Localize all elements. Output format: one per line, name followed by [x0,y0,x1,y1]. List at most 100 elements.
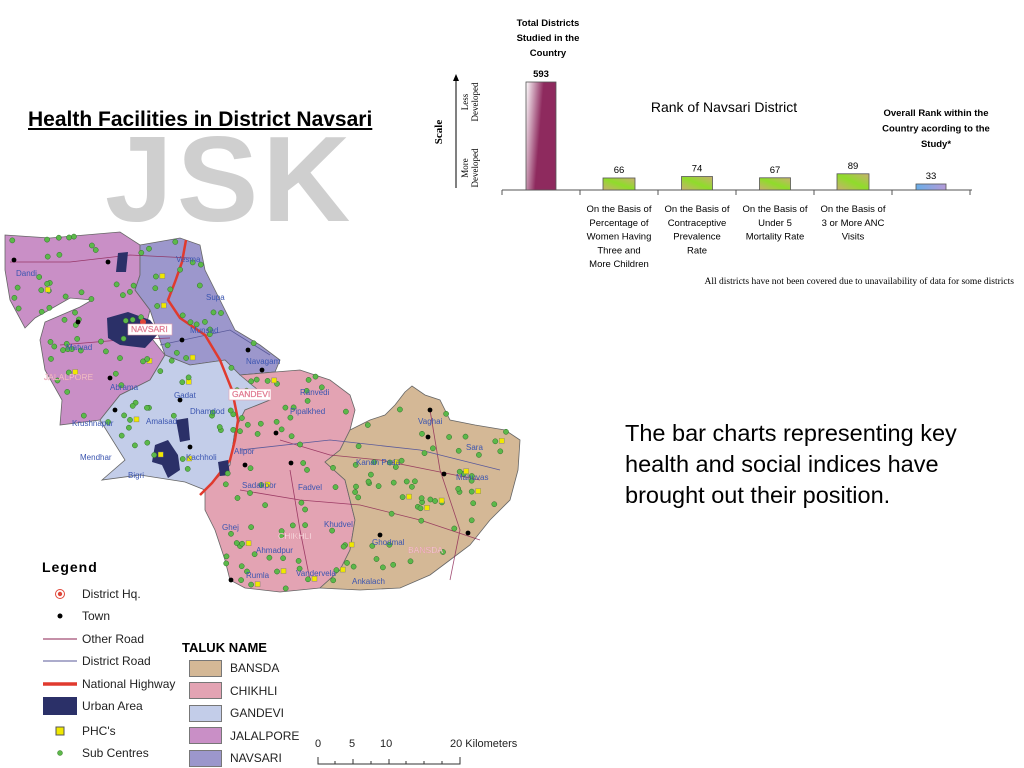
taluk-label-jalalpore: JALALPORE [44,372,93,382]
bar-value-label: 74 [692,164,703,175]
arrow-up-icon [453,74,459,81]
scale-tick-label: 0 [315,738,322,750]
phc-square-icon [254,581,261,587]
taluk-label-chikhli: CHIKHLI [278,531,312,541]
sub-centre-dot-icon [61,316,68,323]
town-dot-icon [177,397,183,403]
sub-centre-dot-icon [273,418,280,425]
sub-centre-dot-icon [387,459,393,466]
sub-centre-dot-icon [253,376,260,383]
sub-centre-dot-icon [14,284,21,291]
sub-centre-dot-icon [419,430,425,437]
sub-centre-dot-icon [170,412,177,419]
town-dot-icon [425,434,431,440]
sub-centre-dot-icon [77,347,84,354]
sub-centre-dot-icon [440,549,446,555]
jsk-watermark: JSK [105,111,355,247]
phc-square-icon [133,416,140,423]
legend-label: District Road [82,654,151,668]
sub-centre-dot-icon [491,501,498,508]
rank-bar-chart: Scale LessDeveloped MoreDeveloped Rank o… [433,18,1015,287]
sub-centre-dot-icon [64,389,71,395]
sub-centre-dot-icon [399,494,406,500]
town-dot-icon [75,319,81,325]
phc-square-icon [406,493,412,500]
urban-area [176,418,190,442]
scale-tick-label: 20 Kilometers [450,738,518,750]
sub-centre-dot-icon [167,286,174,293]
sub-centre-dot-icon [185,374,192,381]
place-label: Fadvel [298,483,322,492]
sub-centre-dot-icon [244,421,251,428]
phc-square-icon [280,568,287,574]
sub-centre-dot-icon [202,319,208,325]
bar [915,183,947,191]
sub-centre-dot-icon [247,490,253,496]
place-label: Vaghai [418,417,443,426]
category-label: Percentage of [589,218,649,229]
sub-centre-dot-icon [421,450,428,456]
category-label: Under 5 [758,218,792,229]
sub-centre-dot-icon [468,517,475,524]
urban-area-swatch [40,697,80,715]
sub-centre-dot-icon [443,410,449,417]
sub-centre-dot-icon [329,527,335,534]
sub-centre-dot-icon [304,467,310,473]
sub-centre-dot-icon [468,488,475,495]
sub-centre-dot-icon [179,456,186,462]
sub-centre-dot-icon [127,289,133,295]
category-label: Studied in the [517,33,580,44]
sub-centre-dot-icon [302,506,308,513]
taluk-legend-label: NAVSARI [230,751,282,765]
category-label: Country [530,48,567,59]
sub-centre-dot-icon [390,479,397,486]
sub-centre-dot-icon [375,483,382,489]
sub-centre-dot-icon [234,495,241,501]
legend-item: Other Road [40,630,144,648]
sub-centre-dot-icon [369,543,376,549]
sub-centre-dot-icon [154,303,161,309]
taluk-legend-label: GANDEVI [230,706,285,720]
legend-item: District Hq. [40,585,141,603]
national-highway [166,239,240,496]
taluk-label-navsari: NAVSARI [131,324,168,334]
sub-centre-dot-icon [56,251,63,258]
sub-centre-dot-icon [11,294,18,301]
sub-centre-dot-icon [164,342,171,349]
sub-centre-dot-icon [69,346,75,352]
sub-centre-dot-icon [462,433,469,440]
place-label: Mendhar [80,453,112,462]
sub-centre-dot-icon [282,585,289,592]
district-hq-icon [40,588,80,600]
scale-bar [317,757,461,765]
district-hq-icon [140,319,146,325]
phc-square-icon [475,488,481,494]
taluk-legend-label: JALALPORE [230,728,300,743]
sub-centre-dot-icon [340,543,347,550]
chart-footnote: All districts have not been covered due … [705,276,1015,287]
phc-square-icon [499,438,505,444]
sub-centre-dot-icon [455,485,462,492]
place-label: Bigri [128,471,144,480]
town-dot-icon [11,257,17,263]
town-dot-icon [427,407,433,413]
other-road [239,489,481,541]
district-road-line [40,658,80,664]
sub-centre-dot-icon [388,510,395,517]
sub-centre-dot-icon [403,478,410,485]
category-label: On the Basis of [821,204,886,215]
place-label: Khudvel [324,520,353,529]
sub-centre-dot-icon [138,249,145,256]
sub-centre-dot-icon [224,470,231,477]
taluk-legend-label: BANSDA [230,661,280,675]
sub-centre-dot-icon [88,296,95,302]
sub-centre-dot-icon [55,234,62,241]
town-dot-icon [112,407,118,413]
legend-item: National Highway [40,675,175,693]
sub-centre-dot-icon [247,465,254,472]
place-label: Ghodmal [372,538,405,547]
sub-centre-dot-icon [274,568,280,575]
body-text: The bar charts representing key health a… [625,420,957,508]
taluk-legend-item: GANDEVI [189,704,284,722]
